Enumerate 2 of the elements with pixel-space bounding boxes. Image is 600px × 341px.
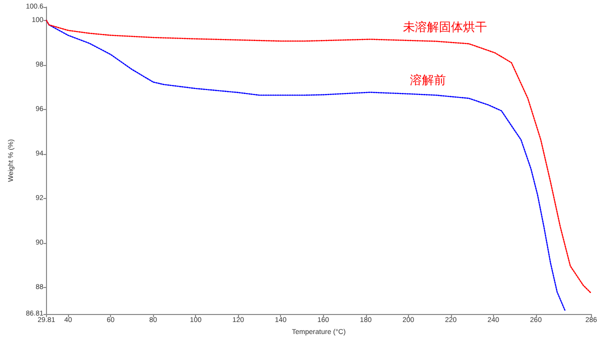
annotation: 未溶解固体烘干 bbox=[403, 20, 487, 34]
annotation: 溶解前 bbox=[410, 73, 446, 87]
